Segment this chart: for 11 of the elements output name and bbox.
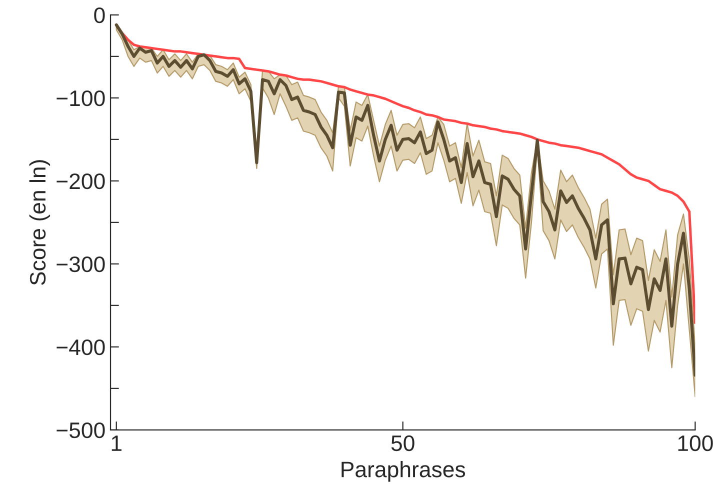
y-tick-label: 0: [94, 7, 105, 24]
y-tick-label: −200: [56, 173, 105, 190]
y-tick-label: −100: [56, 90, 105, 106]
x-tick-label: 100: [678, 435, 713, 452]
x-tick-label: 1: [112, 436, 122, 451]
x-tick-label: 50: [391, 435, 414, 452]
y-tick-label: −300: [56, 256, 105, 272]
x-axis-title: Paraphrases: [342, 461, 466, 482]
y-tick-label: −400: [56, 339, 105, 356]
y-axis-title: Score (en ln): [29, 160, 50, 285]
y-tick-label: −500: [56, 422, 105, 438]
